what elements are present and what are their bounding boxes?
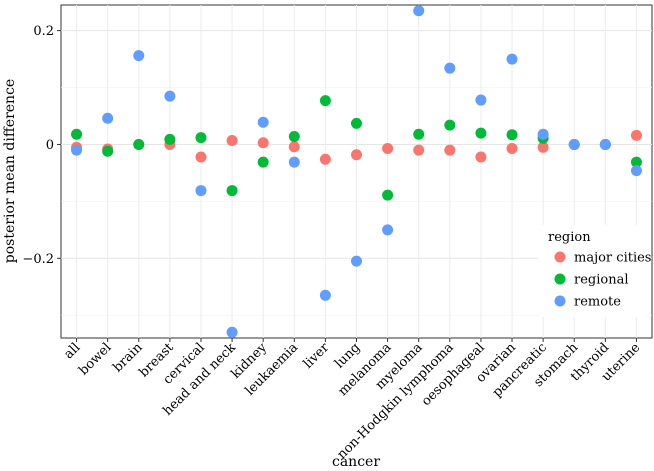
point-remote-pancreatic [537,128,549,140]
point-major-cities-leukaemia [288,141,300,153]
legend-items: major cities regional remote [554,251,651,310]
y-tick-label: 0.2 [33,24,54,39]
point-regional-lung [351,117,362,129]
legend-key-remote [554,295,566,307]
point-remote-ovarian [506,53,518,65]
point-remote-oesophageal [475,94,487,106]
point-major-cities-uterine [630,129,642,141]
point-regional-myeloma [413,128,425,140]
legend-label: regional [574,273,629,288]
point-regional-leukaemia [288,130,300,142]
point-remote-cervical [195,185,207,197]
point-regional-melanoma [382,189,394,201]
point-major-cities-lung [351,149,362,161]
point-regional-bowel [102,145,114,157]
point-regional-uterine [630,156,642,168]
point-remote-lung [351,255,362,267]
points-layer [71,5,642,338]
point-regional-oesophageal [475,127,487,139]
point-major-cities-myeloma [413,144,425,156]
point-remote-myeloma [413,5,425,17]
point-regional-all [71,128,83,140]
x-tick-label: liver [301,340,333,372]
point-major-cities-pancreatic [537,141,549,153]
point-remote-non-Hodgkin-lymphoma [444,62,456,74]
y-axis-title: posterior mean difference [2,79,18,263]
point-remote-head-and-neck [226,326,238,338]
point-remote-liver [319,289,331,301]
point-remote-kidney [257,116,269,128]
point-major-cities-melanoma [382,142,394,154]
point-remote-stomach [568,138,580,150]
legend-key-major-cities [554,251,566,263]
y-tick-label: 0 [46,138,54,153]
point-remote-breast [164,90,176,102]
point-regional-ovarian [506,129,518,141]
legend-title: region [548,230,591,245]
point-regional-breast [164,133,176,145]
point-major-cities-non-Hodgkin-lymphoma [444,144,456,156]
legend-label: major cities [574,251,651,266]
y-axis: −0.2 0 0.2 [22,24,61,267]
x-axis-title: cancer [332,454,380,470]
legend: region major cities regional remote [538,225,651,317]
legend-label: remote [574,295,621,310]
point-regional-kidney [257,156,269,168]
point-major-cities-ovarian [506,142,518,154]
x-tick-label: all [61,340,83,362]
point-major-cities-head-and-neck [226,134,238,146]
point-remote-uterine [630,165,642,177]
point-major-cities-cervical [195,151,207,163]
point-remote-melanoma [382,224,394,236]
point-regional-cervical [195,132,207,144]
y-tick-label: −0.2 [22,252,54,267]
point-major-cities-liver [319,153,331,165]
point-remote-all [71,144,83,156]
point-regional-liver [319,95,331,107]
point-remote-leukaemia [288,156,300,168]
legend-key-regional [554,273,566,285]
x-tick-label: bowel [76,340,114,378]
point-regional-non-Hodgkin-lymphoma [444,119,456,131]
point-regional-head-and-neck [226,185,238,197]
point-major-cities-kidney [257,137,269,149]
point-remote-bowel [102,112,114,124]
point-remote-thyroid [599,138,611,150]
point-regional-brain [133,138,145,150]
point-remote-brain [133,50,145,62]
point-major-cities-oesophageal [475,151,487,163]
